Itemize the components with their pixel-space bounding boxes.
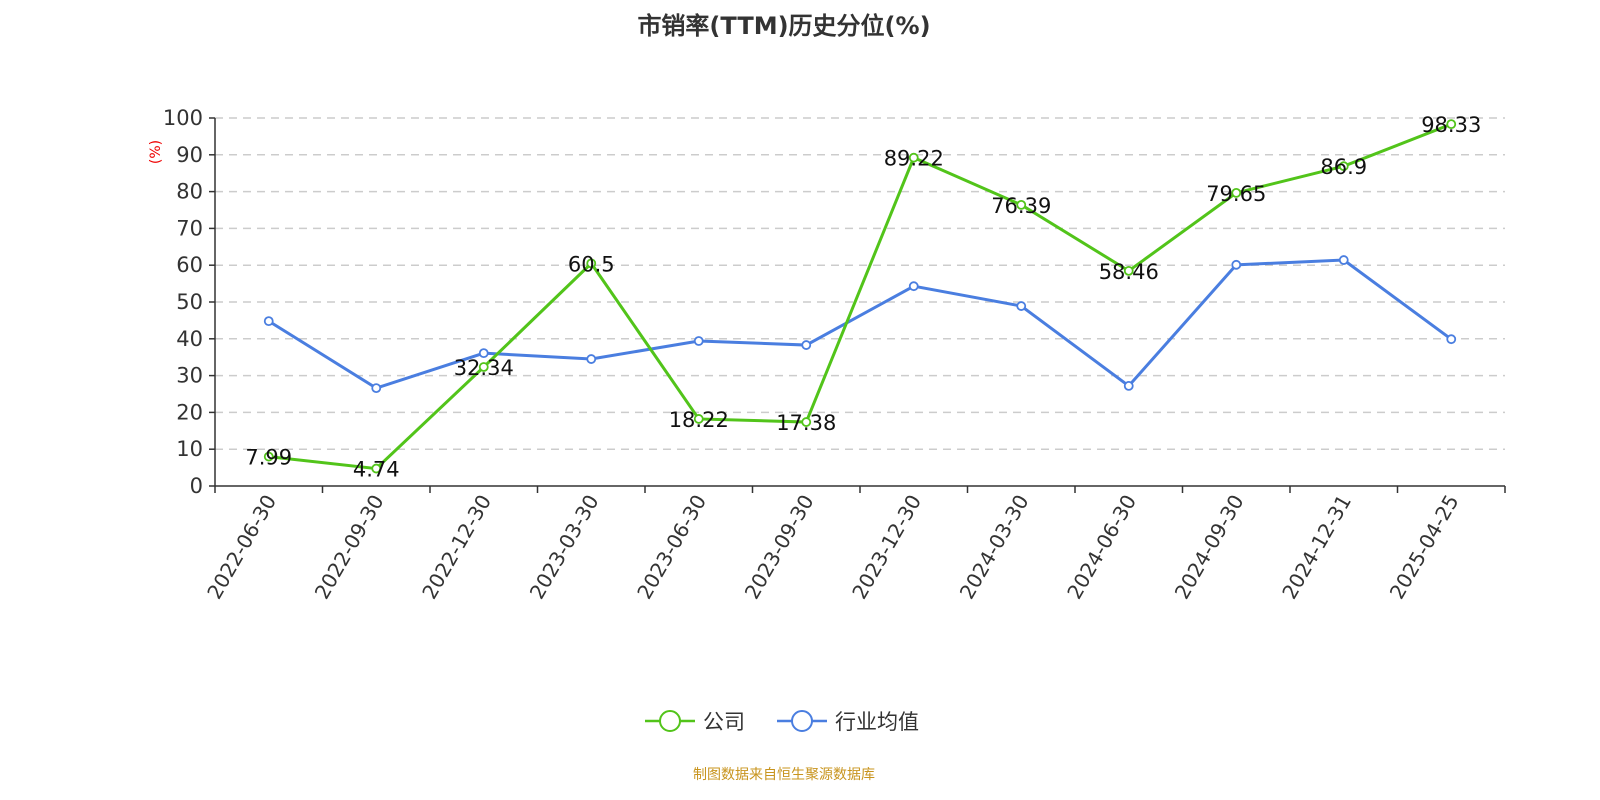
data-label: 17.38: [776, 411, 836, 435]
y-tick-label: 40: [176, 327, 203, 351]
data-point: [1338, 255, 1349, 265]
data-label: 18.22: [669, 408, 729, 432]
data-point: [263, 451, 274, 462]
y-tick-label: 100: [163, 106, 203, 130]
data-label: 60.5: [568, 252, 615, 276]
data-label: 4.74: [353, 458, 400, 482]
x-tick-label: 2024-03-30: [955, 491, 1034, 604]
data-label: 76.39: [991, 194, 1051, 218]
data-label: 32.34: [454, 356, 514, 380]
y-tick-label: 50: [176, 290, 203, 314]
y-tick-label: 30: [176, 364, 203, 388]
x-tick-label: 2023-12-30: [847, 491, 926, 604]
data-point: [1231, 187, 1242, 198]
data-point: [908, 152, 919, 163]
legend-marker: [791, 710, 813, 732]
data-point: [1446, 334, 1457, 345]
x-tick-label: 2024-12-31: [1277, 491, 1356, 604]
data-point: [586, 258, 597, 269]
y-tick-label: 0: [190, 474, 203, 498]
series-line: [267, 258, 1453, 390]
legend-label: 行业均值: [835, 710, 919, 734]
data-point: [263, 316, 274, 327]
x-tick-label: 2023-09-30: [740, 491, 819, 604]
data-point: [1446, 119, 1457, 130]
x-tick-label: 2025-04-25: [1385, 491, 1464, 604]
data-label: 98.33: [1421, 113, 1481, 137]
x-tick-label: 2023-06-30: [632, 491, 711, 604]
data-label: 79.65: [1206, 182, 1266, 206]
x-tick-label: 2024-06-30: [1062, 491, 1141, 604]
data-point: [371, 463, 382, 474]
data-point: [1338, 161, 1349, 172]
data-point: [1016, 199, 1027, 210]
legend-label: 公司: [703, 710, 745, 734]
data-point: [693, 336, 704, 346]
data-point: [1016, 301, 1027, 311]
series-line: [268, 122, 1452, 471]
y-tick-label: 90: [176, 143, 203, 167]
x-tick-label: 2022-09-30: [310, 491, 389, 604]
y-axis-label: (%): [148, 140, 164, 164]
y-tick-label: 20: [176, 400, 203, 424]
legend-marker: [659, 710, 681, 732]
y-tick-label: 70: [176, 216, 203, 240]
data-point: [1231, 259, 1242, 270]
data-point: [371, 383, 382, 394]
data-point: [693, 414, 704, 424]
x-tick-label: 2022-12-30: [417, 491, 496, 604]
data-point: [908, 281, 919, 292]
y-tick-label: 10: [176, 437, 203, 461]
data-label: 58.46: [1099, 260, 1159, 284]
data-point: [801, 340, 812, 350]
data-label: 89.22: [884, 147, 944, 171]
data-point: [478, 362, 489, 372]
data-label: 7.99: [245, 446, 292, 470]
y-tick-label: 80: [176, 180, 203, 204]
x-tick-label: 2022-06-30: [202, 491, 281, 604]
data-point: [801, 417, 812, 427]
y-tick-label: 60: [176, 253, 203, 277]
data-point: [586, 354, 597, 364]
data-label: 86.9: [1320, 155, 1367, 179]
data-point: [478, 348, 489, 359]
chart-title: 市销率(TTM)历史分位(%): [637, 12, 931, 40]
source-note: 制图数据来自恒生聚源数据库: [693, 767, 875, 783]
data-point: [1123, 381, 1134, 391]
x-tick-label: 2023-03-30: [525, 491, 604, 604]
data-point: [1123, 265, 1134, 276]
x-tick-label: 2024-09-30: [1170, 491, 1249, 604]
